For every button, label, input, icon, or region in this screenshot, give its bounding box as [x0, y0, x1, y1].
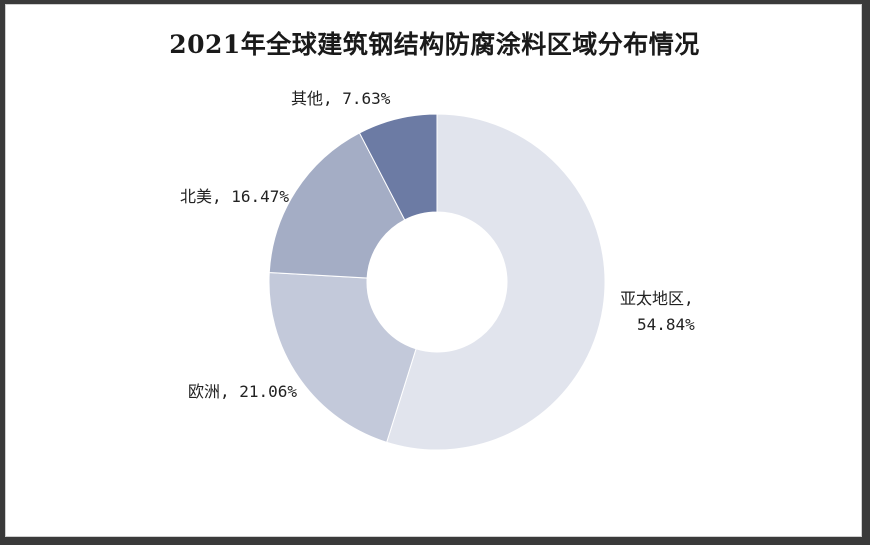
slice-label-europe: 欧洲, 21.06% [188, 382, 297, 401]
donut-slice-3 [358, 113, 438, 221]
chart-title: 2021年全球建筑钢结构防腐涂料区域分布情况 [169, 30, 700, 59]
donut-slice-2 [268, 132, 406, 279]
slice-label-other: 其他, 7.63% [291, 89, 391, 108]
donut-slice-0 [386, 113, 606, 451]
chart-frame: 2021年全球建筑钢结构防腐涂料区域分布情况 亚太地区, 54.84% 欧洲, … [5, 4, 862, 537]
slice-label-asia-pacific-name: 亚太地区, [620, 289, 694, 308]
donut-chart: 亚太地区, 54.84% 欧洲, 21.06% 北美, 16.47% 其他, 7… [180, 89, 695, 451]
donut-slices [268, 113, 606, 451]
slice-label-asia-pacific-value: 54.84% [637, 315, 695, 334]
donut-slice-1 [268, 271, 417, 443]
slice-label-north-america: 北美, 16.47% [180, 187, 289, 206]
